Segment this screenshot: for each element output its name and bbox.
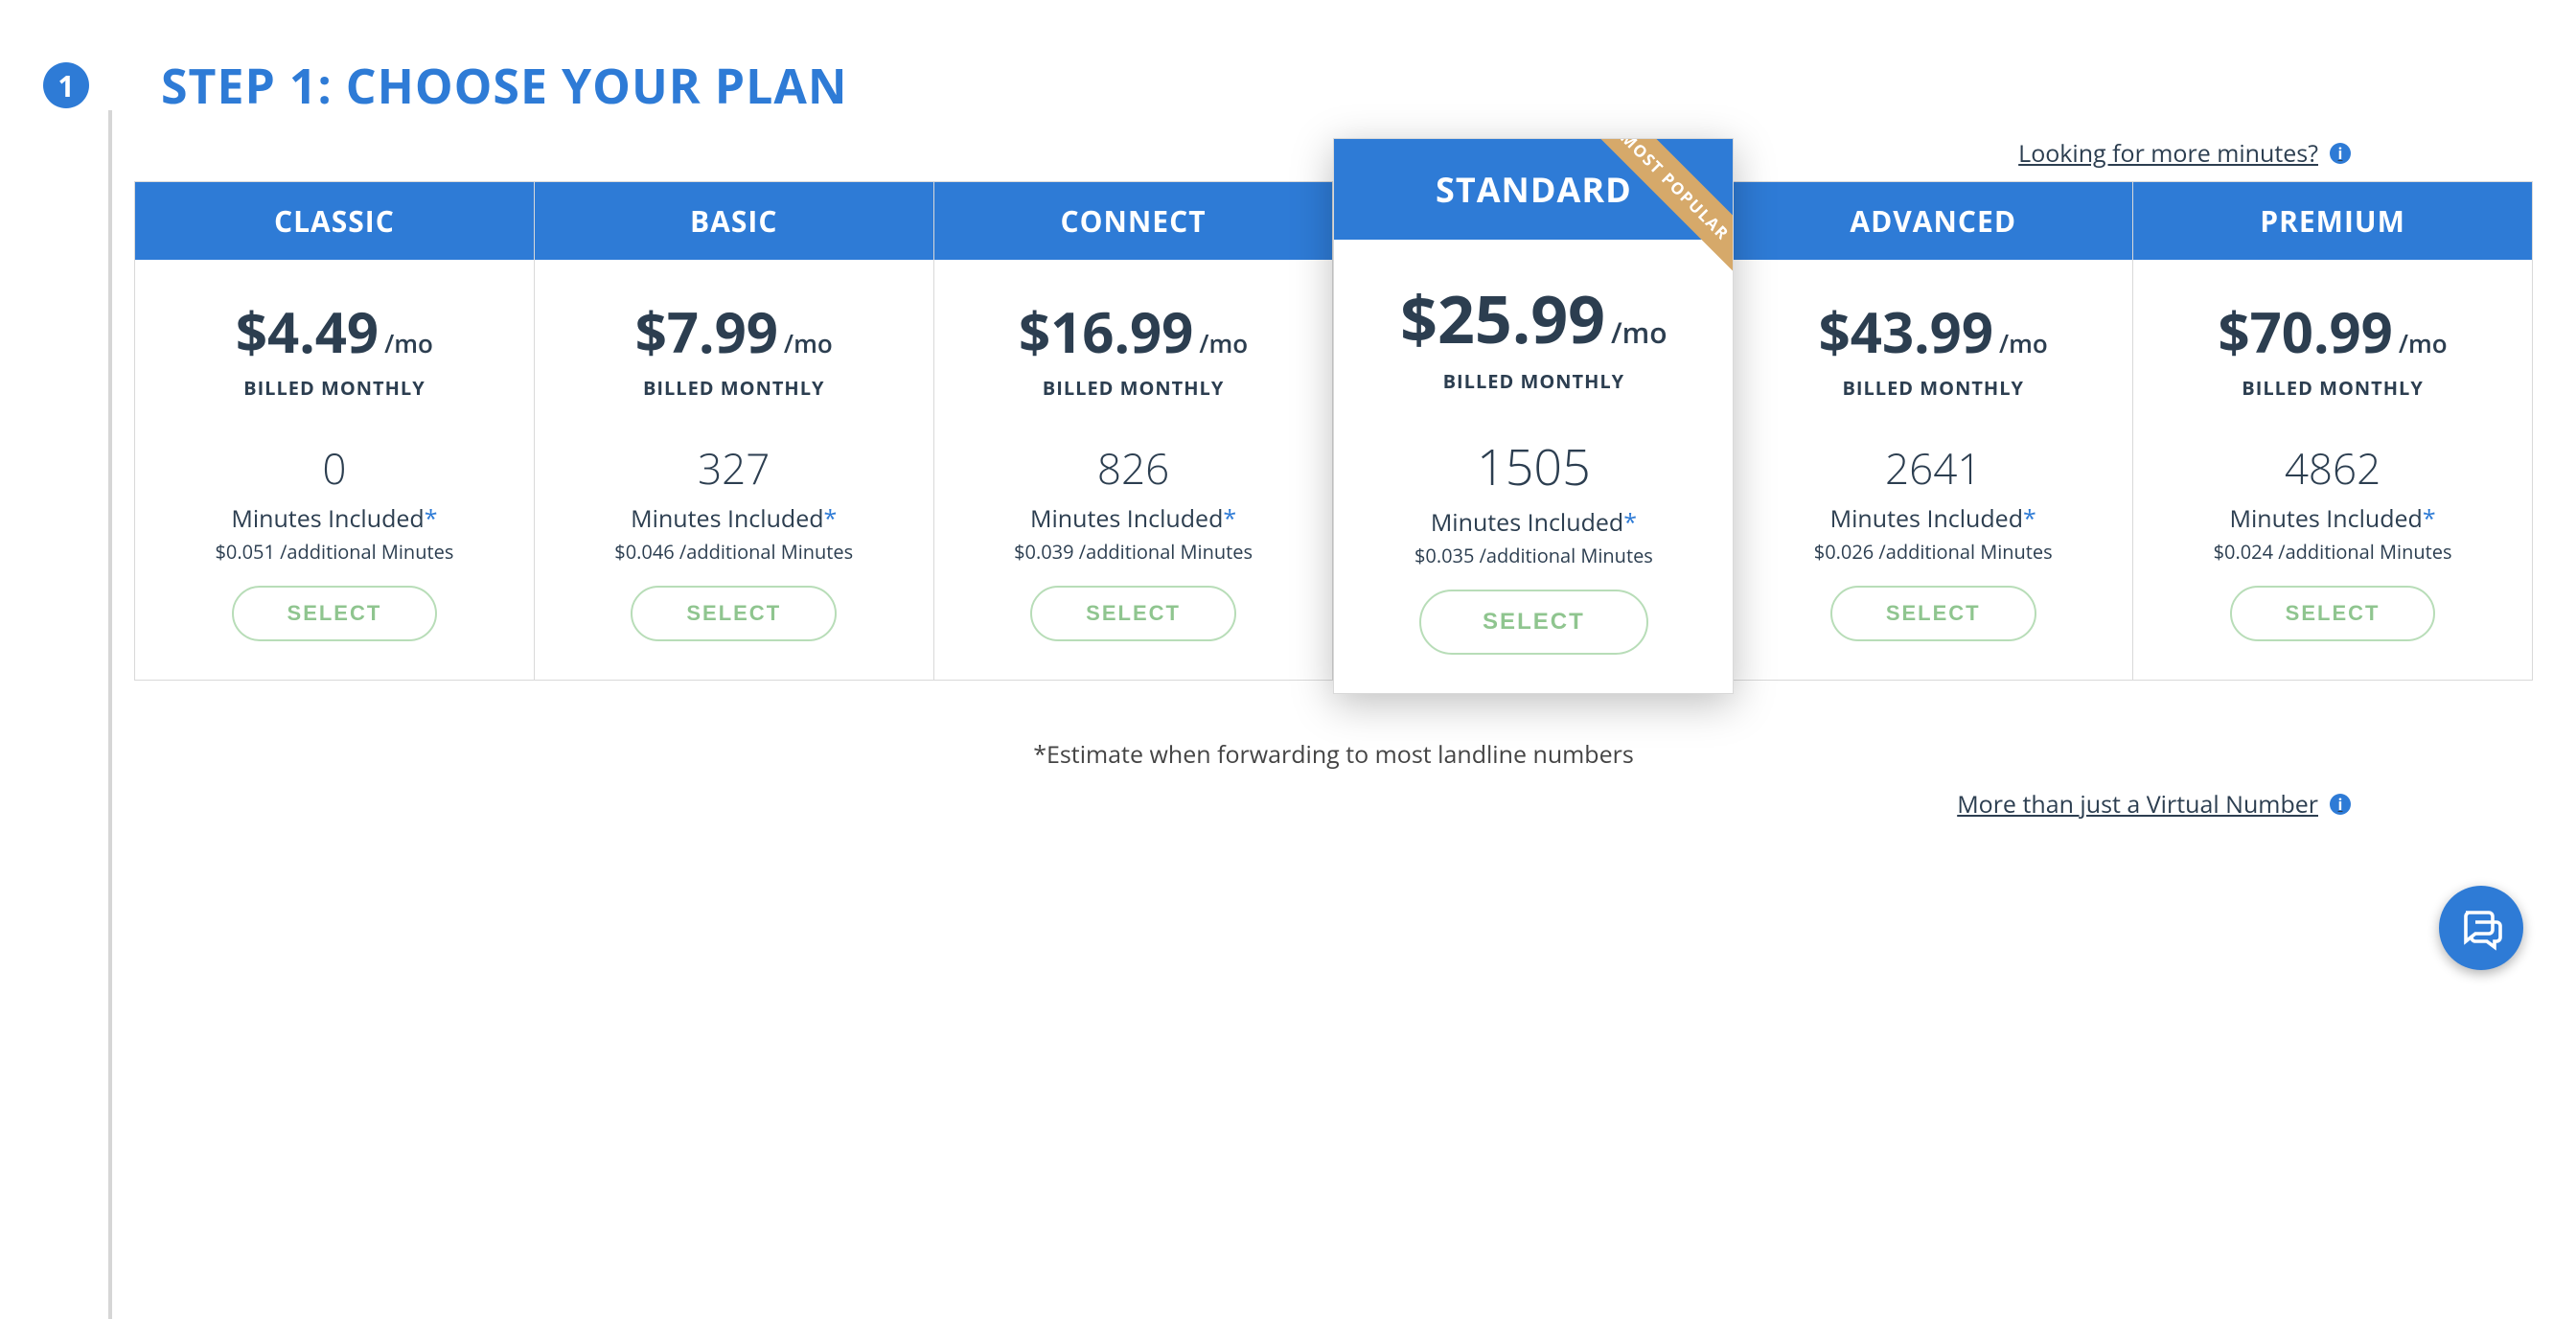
plan-additional-rate: $0.024 /additional Minutes (2152, 539, 2513, 565)
step-content: Looking for more minutes? i CLASSIC$4.49… (134, 137, 2533, 821)
plan-price: $4.49 (236, 293, 379, 369)
plan-price: $25.99 (1400, 273, 1605, 362)
plan-minutes: 327 (554, 439, 914, 497)
plan-name: CONNECT (934, 182, 1333, 260)
plan-minutes-label: Minutes Included* (954, 502, 1314, 535)
select-button[interactable]: SELECT (1830, 586, 2036, 641)
plan-per: /mo (2399, 326, 2448, 360)
plan-name: BASIC (535, 182, 933, 260)
plan-body: $16.99/mo BILLED MONTHLY 826 Minutes Includ… (934, 260, 1333, 680)
plan-body: $70.99/mo BILLED MONTHLY 4862 Minutes Inclu… (2133, 260, 2532, 680)
plan-billed: BILLED MONTHLY (154, 375, 515, 401)
plan-minutes: 0 (154, 439, 515, 497)
plan-price-row: $43.99/mo (1753, 293, 2113, 369)
select-button[interactable]: SELECT (2230, 586, 2436, 641)
plan-card-basic: BASIC $7.99/mo BILLED MONTHLY 327 Minutes In… (535, 181, 934, 681)
plan-additional-rate: $0.051 /additional Minutes (154, 539, 515, 565)
more-than-link[interactable]: More than just a Virtual Number i (1957, 788, 2351, 821)
plan-billed: BILLED MONTHLY (954, 375, 1314, 401)
step-title: STEP 1: CHOOSE YOUR PLAN (161, 53, 848, 118)
plan-per: /mo (1999, 326, 2048, 360)
asterisk: * (1623, 506, 1637, 539)
plan-price: $70.99 (2218, 293, 2392, 369)
plan-additional-rate: $0.026 /additional Minutes (1753, 539, 2113, 565)
plan-price-row: $70.99/mo (2152, 293, 2513, 369)
plan-card-standard: MOST POPULARSTANDARD$25.99/moBILLED MONT… (1333, 138, 1734, 694)
plan-price-row: $16.99/mo (954, 293, 1314, 369)
plan-card-premium: PREMIUM $70.99/mo BILLED MONTHLY 4862 Minute… (2133, 181, 2533, 681)
plan-price-row: $7.99/mo (554, 293, 914, 369)
plan-price-row: $25.99/mo (1353, 273, 1714, 362)
select-button[interactable]: SELECT (631, 586, 837, 641)
bottom-link-row: More than just a Virtual Number i (134, 788, 2533, 821)
asterisk: * (1223, 502, 1236, 535)
plan-minutes-label: Minutes Included* (1753, 502, 2113, 535)
asterisk: * (824, 502, 838, 535)
step-header: 1 STEP 1: CHOOSE YOUR PLAN (43, 53, 2533, 118)
plan-price-row: $4.49/mo (154, 293, 515, 369)
plan-minutes-label: Minutes Included* (154, 502, 515, 535)
plan-body: $4.49/mo BILLED MONTHLY 0 Minutes Included*… (135, 260, 534, 680)
plan-minutes: 826 (954, 439, 1314, 497)
chat-icon (2458, 905, 2504, 951)
plan-additional-rate: $0.035 /additional Minutes (1353, 543, 1714, 568)
plan-minutes-label: Minutes Included* (2152, 502, 2513, 535)
plan-additional-rate: $0.039 /additional Minutes (954, 539, 1314, 565)
step-number-badge: 1 (43, 62, 89, 108)
asterisk: * (2023, 502, 2036, 535)
plan-per: /mo (1199, 326, 1248, 360)
chat-button[interactable] (2439, 886, 2523, 970)
plan-price: $43.99 (1819, 293, 1993, 369)
more-than-link-text: More than just a Virtual Number (1957, 788, 2318, 821)
info-icon: i (2330, 143, 2351, 164)
plan-price: $16.99 (1019, 293, 1193, 369)
plan-card-advanced: ADVANCED $43.99/mo BILLED MONTHLY 2641 Minut… (1734, 181, 2133, 681)
plan-per: /mo (784, 326, 833, 360)
plan-body: $25.99/mo BILLED MONTHLY 1505 Minutes Inclu… (1334, 240, 1733, 693)
plan-body: $7.99/mo BILLED MONTHLY 327 Minutes Include… (535, 260, 933, 680)
plan-name: CLASSIC (135, 182, 534, 260)
plan-minutes: 2641 (1753, 439, 2113, 497)
plan-billed: BILLED MONTHLY (2152, 375, 2513, 401)
more-minutes-link-text: Looking for more minutes? (2018, 137, 2318, 170)
select-button[interactable]: SELECT (1419, 590, 1648, 655)
asterisk: * (425, 502, 438, 535)
plan-per: /mo (384, 326, 433, 360)
plan-minutes-label: Minutes Included* (554, 502, 914, 535)
plan-minutes: 4862 (2152, 439, 2513, 497)
plan-name: ADVANCED (1734, 182, 2132, 260)
plan-grid: CLASSIC $4.49/mo BILLED MONTHLY 0 Minutes In… (134, 181, 2533, 681)
step-container: 1 STEP 1: CHOOSE YOUR PLAN Looking for m… (43, 53, 2533, 821)
plan-price: $7.99 (635, 293, 778, 369)
plan-body: $43.99/mo BILLED MONTHLY 2641 Minutes Inclu… (1734, 260, 2132, 680)
info-icon: i (2330, 794, 2351, 815)
plan-billed: BILLED MONTHLY (1353, 368, 1714, 394)
asterisk: * (2423, 502, 2436, 535)
select-button[interactable]: SELECT (232, 586, 438, 641)
more-minutes-link[interactable]: Looking for more minutes? i (2018, 137, 2351, 170)
plan-card-classic: CLASSIC $4.49/mo BILLED MONTHLY 0 Minutes In… (134, 181, 535, 681)
plan-per: /mo (1611, 312, 1668, 352)
plan-billed: BILLED MONTHLY (554, 375, 914, 401)
plan-minutes: 1505 (1353, 432, 1714, 500)
vertical-rule (108, 110, 112, 1319)
plan-minutes-label: Minutes Included* (1353, 506, 1714, 539)
estimate-footnote: *Estimate when forwarding to most landli… (134, 738, 2533, 771)
plan-name: PREMIUM (2133, 182, 2532, 260)
plan-card-connect: CONNECT $16.99/mo BILLED MONTHLY 826 Minutes… (934, 181, 1334, 681)
plan-billed: BILLED MONTHLY (1753, 375, 2113, 401)
plan-additional-rate: $0.046 /additional Minutes (554, 539, 914, 565)
select-button[interactable]: SELECT (1030, 586, 1236, 641)
